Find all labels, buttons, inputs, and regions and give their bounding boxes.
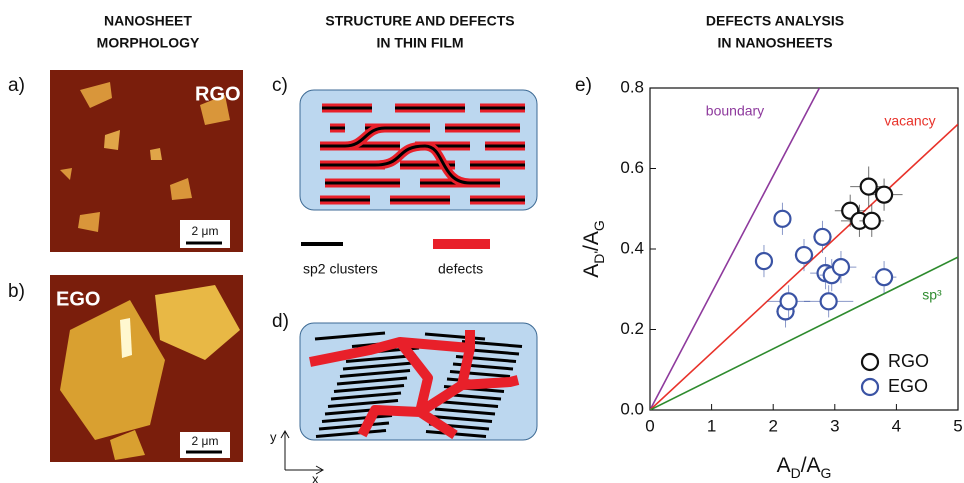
cluster-segment: [314, 331, 386, 341]
cluster-segment: [315, 429, 387, 438]
cluster-segment: [434, 407, 496, 416]
cluster-segment: [321, 414, 393, 423]
disordered-film: [309, 330, 523, 440]
data-point: [819, 292, 838, 311]
panel-label: a): [8, 75, 25, 96]
label-part: D: [791, 465, 801, 481]
y-tick-label: 0.8: [620, 77, 644, 96]
trend-line: [650, 88, 821, 410]
data-point: [874, 268, 894, 287]
axis-letter: y: [270, 429, 277, 444]
data-point: [831, 258, 851, 277]
cluster-segment: [333, 384, 405, 393]
data-point: [773, 209, 792, 228]
line-label: sp³: [922, 287, 942, 303]
label-part: D': [591, 251, 607, 264]
data-point: [859, 177, 878, 196]
label-part: /A: [580, 231, 603, 251]
column-title: STRUCTURE AND DEFECTS: [325, 13, 514, 29]
cluster-segment: [327, 399, 399, 408]
data-point: [779, 292, 798, 311]
panel-label: d): [272, 311, 289, 332]
column-title: IN NANOSHEETS: [717, 35, 832, 51]
afm-ego: [50, 275, 243, 462]
y-tick-label: 0.0: [620, 399, 644, 418]
data-point: [813, 227, 832, 247]
cluster-curve: [374, 144, 471, 185]
afm-rgo: [50, 70, 243, 252]
sample-tag: EGO: [56, 288, 100, 310]
cluster-segment: [339, 369, 411, 378]
cluster-segment: [437, 400, 499, 408]
column-title: IN THIN FILM: [376, 35, 463, 51]
x-tick-label: 2: [768, 416, 777, 435]
data-point: [754, 251, 774, 271]
x-tick-label: 0: [645, 416, 654, 435]
x-tick-label: 3: [830, 416, 839, 435]
label-part: G: [821, 465, 832, 481]
cluster-segment: [318, 421, 390, 431]
label-part: G: [591, 220, 607, 231]
legend-marker: [860, 352, 880, 372]
cluster-segment: [431, 415, 493, 423]
legend-text: defects: [438, 261, 483, 277]
scale-label: 2 μm: [192, 224, 219, 238]
scatter-chart: 0 1 2 3 4 50.00.20.40.60.8AD/AGAD'/AGboundary…: [580, 77, 963, 480]
trend-line: [650, 256, 958, 410]
label-part: A: [777, 454, 791, 477]
cluster-curve: [344, 126, 386, 148]
cluster-segment: [342, 361, 414, 371]
defect-network: [309, 330, 520, 440]
panel-label: b): [8, 281, 25, 302]
legend-text: sp2 clusters: [303, 261, 378, 277]
panel-label: e): [575, 75, 592, 96]
data-point: [862, 211, 881, 230]
panel-label: c): [272, 75, 288, 96]
legend-label: RGO: [888, 351, 929, 371]
column-title: NANOSHEET: [104, 13, 192, 29]
cluster-segment: [336, 376, 408, 386]
y-axis-label: AD'/AG: [580, 220, 607, 278]
sample-tag: RGO: [195, 83, 241, 105]
scale-label: 2 μm: [192, 434, 219, 448]
y-tick-label: 0.4: [620, 238, 644, 257]
axes-arrows: [280, 429, 325, 475]
label-part: /A: [801, 454, 821, 477]
data-point: [874, 185, 894, 204]
cluster-segment: [330, 391, 402, 401]
legend-label: EGO: [888, 376, 928, 396]
ordered-film: [320, 103, 525, 205]
column-title: DEFECTS ANALYSIS: [706, 13, 844, 29]
axis-letter: x: [312, 471, 319, 483]
y-tick-label: 0.2: [620, 319, 644, 338]
cluster-segment: [345, 354, 417, 363]
x-axis-label: AD/AG: [777, 454, 832, 481]
y-tick-label: 0.6: [620, 158, 644, 177]
column-title: MORPHOLOGY: [97, 35, 200, 51]
x-tick-label: 1: [707, 416, 716, 435]
line-label: vacancy: [884, 113, 935, 129]
x-tick-label: 4: [892, 416, 901, 435]
x-tick-label: 5: [953, 416, 962, 435]
line-label: boundary: [706, 103, 764, 119]
legend-marker: [860, 377, 880, 397]
label-part: A: [580, 264, 603, 278]
data-point: [794, 245, 814, 265]
cluster-segment: [425, 430, 487, 438]
